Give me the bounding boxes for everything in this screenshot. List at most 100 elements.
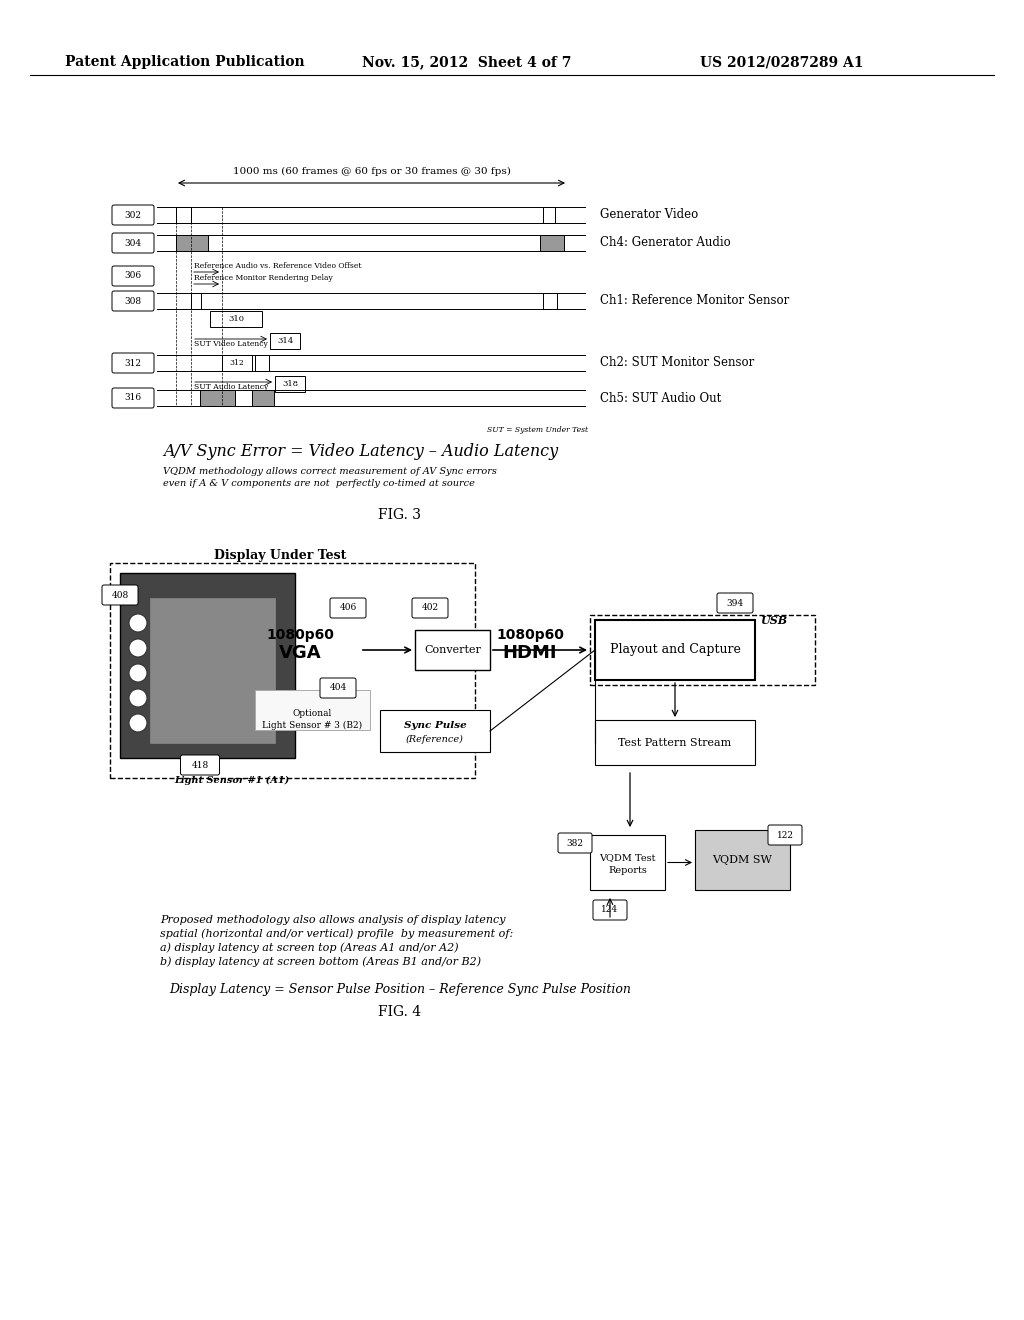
Circle shape <box>129 614 147 632</box>
Bar <box>543 293 557 309</box>
Text: VQDM SW: VQDM SW <box>713 855 772 865</box>
Text: Playout and Capture: Playout and Capture <box>609 644 740 656</box>
Text: Light Sensor # 3 (B2): Light Sensor # 3 (B2) <box>262 721 362 730</box>
Text: Converter: Converter <box>424 645 481 655</box>
Bar <box>191 293 201 309</box>
Bar <box>590 836 665 890</box>
Text: 402: 402 <box>422 603 438 612</box>
Text: SUT = System Under Test: SUT = System Under Test <box>486 426 588 434</box>
Text: b) display latency at screen bottom (Areas B1 and/or B2): b) display latency at screen bottom (Are… <box>160 957 481 968</box>
Text: 314: 314 <box>276 337 293 345</box>
Circle shape <box>129 714 147 733</box>
Text: 404: 404 <box>330 684 347 693</box>
Bar <box>595 719 755 766</box>
Text: HDMI: HDMI <box>503 644 557 663</box>
Text: 122: 122 <box>776 830 794 840</box>
Text: 394: 394 <box>726 598 743 607</box>
FancyBboxPatch shape <box>112 267 154 286</box>
Text: 1080p60: 1080p60 <box>496 628 564 642</box>
Bar <box>222 355 252 371</box>
Text: (Reference): (Reference) <box>407 734 464 743</box>
Bar <box>120 573 295 758</box>
Text: Nov. 15, 2012  Sheet 4 of 7: Nov. 15, 2012 Sheet 4 of 7 <box>362 55 571 69</box>
Text: A/V Sync Error = Video Latency – Audio Latency: A/V Sync Error = Video Latency – Audio L… <box>163 442 558 459</box>
Text: Optional: Optional <box>293 709 332 718</box>
Bar <box>150 598 275 743</box>
Bar <box>255 690 370 730</box>
Bar <box>110 564 475 777</box>
Text: Display Latency = Sensor Pulse Position – Reference Sync Pulse Position: Display Latency = Sensor Pulse Position … <box>169 983 631 997</box>
Text: US 2012/0287289 A1: US 2012/0287289 A1 <box>700 55 863 69</box>
Text: 310: 310 <box>228 315 244 323</box>
Text: 1000 ms (60 frames @ 60 fps or 30 frames @ 30 fps): 1000 ms (60 frames @ 60 fps or 30 frames… <box>232 166 510 176</box>
Text: Sync Pulse: Sync Pulse <box>403 722 466 730</box>
Text: 304: 304 <box>125 239 141 248</box>
Text: Ch2: SUT Monitor Sensor: Ch2: SUT Monitor Sensor <box>600 356 755 370</box>
Text: VQDM Test: VQDM Test <box>599 853 655 862</box>
FancyBboxPatch shape <box>330 598 366 618</box>
Text: Generator Video: Generator Video <box>600 209 698 222</box>
Bar <box>176 207 191 223</box>
Text: Proposed methodology also allows analysis of display latency: Proposed methodology also allows analysi… <box>160 915 506 925</box>
FancyBboxPatch shape <box>768 825 802 845</box>
Bar <box>252 389 274 407</box>
Circle shape <box>129 689 147 708</box>
Bar <box>200 389 234 407</box>
Bar <box>210 312 262 327</box>
Text: Reference Monitor Rendering Delay: Reference Monitor Rendering Delay <box>194 275 333 282</box>
Text: Light Sensor #1 (A1): Light Sensor #1 (A1) <box>174 775 290 784</box>
Text: a) display latency at screen top (Areas A1 and/or A2): a) display latency at screen top (Areas … <box>160 942 459 953</box>
Text: 312: 312 <box>125 359 141 367</box>
FancyBboxPatch shape <box>180 755 219 775</box>
Text: 312: 312 <box>229 359 245 367</box>
Text: FIG. 4: FIG. 4 <box>379 1005 422 1019</box>
Text: 308: 308 <box>125 297 141 305</box>
Text: 1080p60: 1080p60 <box>266 628 334 642</box>
Text: SUT Audio Latency: SUT Audio Latency <box>194 383 268 391</box>
Bar <box>176 235 208 251</box>
Bar <box>255 355 269 371</box>
FancyBboxPatch shape <box>412 598 449 618</box>
Text: Reports: Reports <box>608 866 647 875</box>
Text: 418: 418 <box>191 760 209 770</box>
FancyBboxPatch shape <box>112 290 154 312</box>
Circle shape <box>129 664 147 682</box>
FancyBboxPatch shape <box>319 678 356 698</box>
Bar <box>540 235 564 251</box>
Bar <box>380 710 490 752</box>
FancyBboxPatch shape <box>112 388 154 408</box>
Text: 318: 318 <box>282 380 298 388</box>
FancyBboxPatch shape <box>112 205 154 224</box>
FancyBboxPatch shape <box>593 900 627 920</box>
Text: VQDM methodology allows correct measurement of AV Sync errors: VQDM methodology allows correct measurem… <box>163 467 497 477</box>
Text: 408: 408 <box>112 590 129 599</box>
Text: FIG. 3: FIG. 3 <box>379 508 422 521</box>
Bar <box>543 207 555 223</box>
Text: Ch5: SUT Audio Out: Ch5: SUT Audio Out <box>600 392 721 404</box>
FancyBboxPatch shape <box>112 352 154 374</box>
Text: 302: 302 <box>125 210 141 219</box>
Bar <box>695 830 790 890</box>
Text: Ch4: Generator Audio: Ch4: Generator Audio <box>600 236 731 249</box>
FancyBboxPatch shape <box>102 585 138 605</box>
Text: even if A & V components are not  perfectly co-timed at source: even if A & V components are not perfect… <box>163 479 475 488</box>
Text: Patent Application Publication: Patent Application Publication <box>65 55 304 69</box>
Text: Test Pattern Stream: Test Pattern Stream <box>618 738 731 747</box>
Text: Reference Audio vs. Reference Video Offset: Reference Audio vs. Reference Video Offs… <box>194 261 361 271</box>
FancyBboxPatch shape <box>558 833 592 853</box>
FancyBboxPatch shape <box>112 234 154 253</box>
Text: 382: 382 <box>566 838 584 847</box>
Bar <box>595 620 755 680</box>
Text: spatial (horizontal and/or vertical) profile  by measurement of:: spatial (horizontal and/or vertical) pro… <box>160 929 513 940</box>
Text: USB: USB <box>760 615 787 626</box>
Bar <box>415 630 490 671</box>
FancyBboxPatch shape <box>717 593 753 612</box>
Text: VGA: VGA <box>279 644 322 663</box>
Bar <box>275 376 305 392</box>
Bar <box>270 333 300 348</box>
Circle shape <box>129 639 147 657</box>
Text: 316: 316 <box>125 393 141 403</box>
Text: Ch1: Reference Monitor Sensor: Ch1: Reference Monitor Sensor <box>600 294 790 308</box>
Bar <box>590 615 815 685</box>
Text: 406: 406 <box>339 603 356 612</box>
